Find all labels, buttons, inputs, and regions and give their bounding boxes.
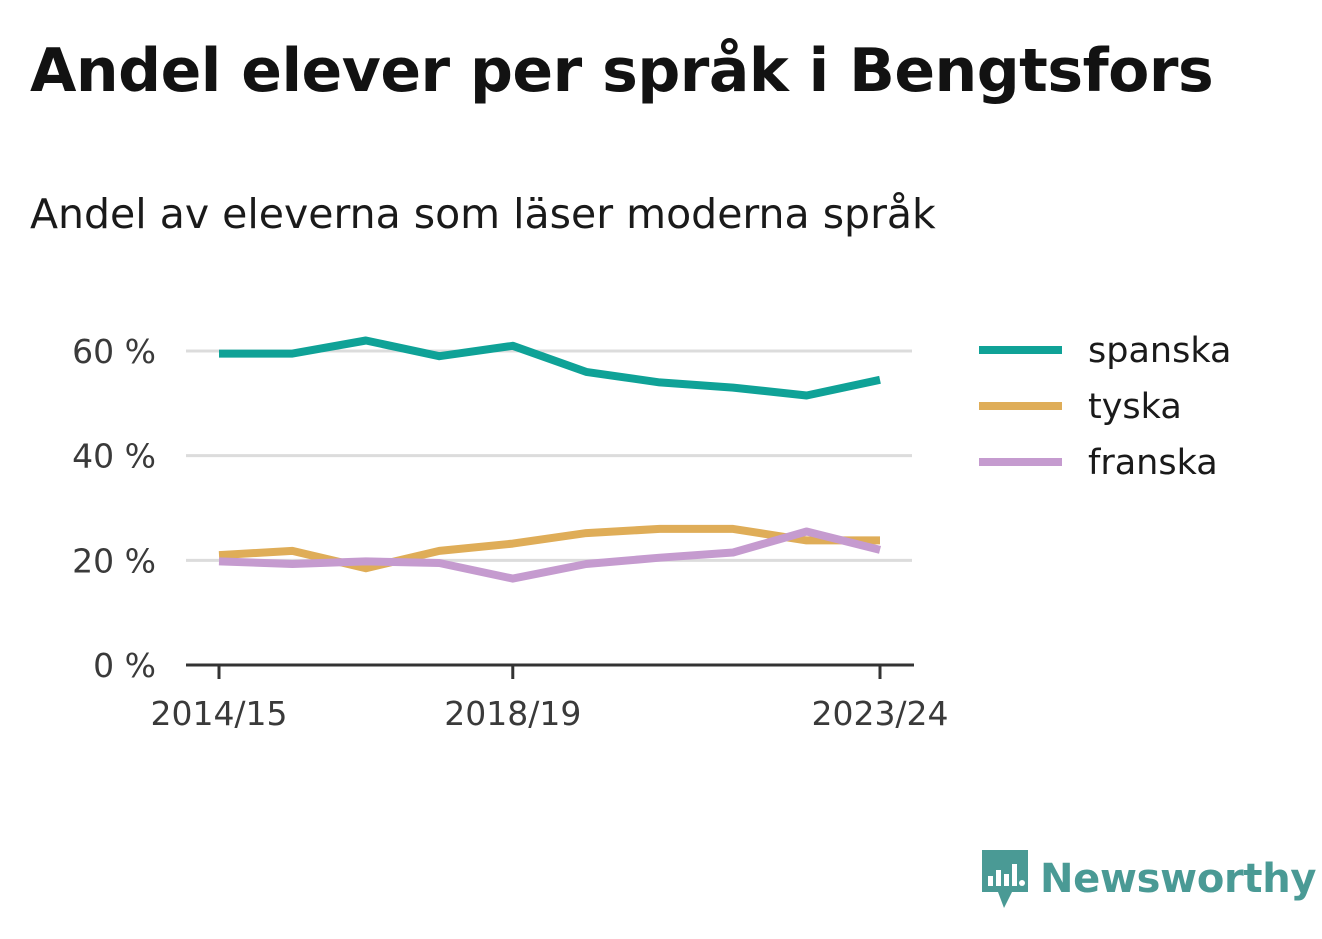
y-tick-label: 20 % <box>72 541 156 580</box>
brand-name: Newsworthy <box>1040 856 1317 902</box>
line-chart: 0 % 20 % 40 % 60 % 2014/15 2018/19 2023/24 span… <box>72 331 1231 733</box>
x-tick-label: 2018/19 <box>444 694 581 733</box>
x-tick-label: 2014/15 <box>150 694 287 733</box>
y-tick-label: 60 % <box>72 332 156 371</box>
brand-logo: Newsworthy <box>980 848 1317 910</box>
y-tick-label: 0 % <box>93 646 156 685</box>
legend-label-spanska: spanska <box>1088 331 1231 371</box>
y-tick-label: 40 % <box>72 437 156 476</box>
newsworthy-logo-icon <box>982 850 1028 908</box>
chart-title: Andel elever per språk i Bengtsfors <box>30 36 1214 106</box>
series-line-franska <box>218 527 881 583</box>
legend-label-tyska: tyska <box>1088 387 1182 427</box>
chart-subtitle: Andel av eleverna som läser moderna språ… <box>30 190 936 238</box>
x-tick-label: 2023/24 <box>811 694 948 733</box>
legend-label-franska: franska <box>1088 443 1218 483</box>
series-line-spanska <box>219 336 881 400</box>
